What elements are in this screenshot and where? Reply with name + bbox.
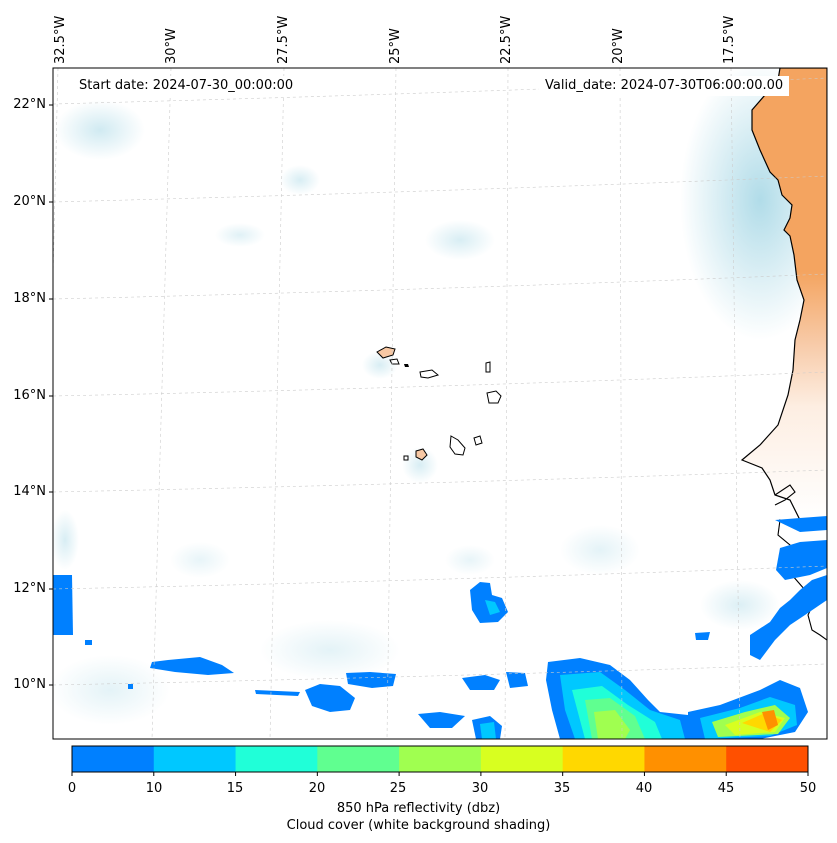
lat-label: 10°N bbox=[13, 677, 46, 692]
colorbar bbox=[71, 745, 809, 776]
colorbar-tick-label: 45 bbox=[717, 781, 735, 796]
cloud-patch bbox=[215, 223, 265, 247]
lon-label: 22.5°W bbox=[499, 15, 514, 64]
reflectivity-cell bbox=[128, 684, 133, 689]
reflectivity-cell bbox=[750, 575, 827, 660]
colorbar-segment bbox=[480, 746, 564, 772]
reflectivity-cell bbox=[346, 672, 396, 688]
cloud-patch bbox=[362, 351, 398, 379]
cloud-patch bbox=[55, 100, 145, 160]
island-boa-vista bbox=[486, 390, 502, 404]
lat-label: 22°N bbox=[13, 97, 46, 112]
cloud-patch bbox=[560, 525, 640, 575]
graticule bbox=[53, 68, 827, 739]
reflectivity-cell bbox=[305, 684, 355, 712]
reflectivity-cell bbox=[480, 722, 496, 739]
reflectivity-cell bbox=[485, 600, 500, 615]
cape-verde-islands bbox=[376, 346, 502, 461]
reflectivity-cell bbox=[255, 690, 300, 696]
colorbar-segment bbox=[399, 746, 482, 772]
colorbar-sublabel: Cloud cover (white background shading) bbox=[286, 818, 551, 833]
map-frame bbox=[52, 67, 828, 740]
island-santa-luzia bbox=[404, 364, 409, 367]
island-sal bbox=[485, 361, 491, 373]
colorbar-tick-label: 25 bbox=[389, 781, 407, 796]
coastline-gambia bbox=[774, 484, 796, 506]
reflectivity-cell bbox=[418, 712, 465, 728]
colorbar-frame bbox=[71, 745, 809, 773]
reflectivity-cell bbox=[506, 672, 528, 688]
cloud-patch bbox=[53, 655, 170, 725]
colorbar-segment bbox=[72, 746, 155, 772]
island-santo-antao bbox=[376, 346, 396, 359]
colorbar-segment bbox=[562, 746, 645, 772]
lat-label: 18°N bbox=[13, 291, 46, 306]
start-date-label: Start date: 2024-07-30_00:00:00 bbox=[73, 76, 300, 96]
lon-label: 17.5°W bbox=[722, 15, 737, 64]
island-sao-vicente bbox=[389, 358, 400, 365]
colorbar-segment bbox=[644, 746, 727, 772]
colorbar-segment bbox=[317, 746, 400, 772]
map-content bbox=[53, 68, 827, 739]
colorbar-label: 850 hPa reflectivity (dbz) bbox=[336, 801, 501, 816]
cloud-patch bbox=[700, 580, 780, 630]
lat-ticks bbox=[49, 104, 53, 686]
cloud-patch bbox=[402, 447, 438, 483]
colorbar-tick-label: 20 bbox=[308, 781, 326, 796]
island-fogo bbox=[415, 448, 428, 461]
colorbar-tick-label: 35 bbox=[553, 781, 571, 796]
colorbar-segment bbox=[153, 746, 237, 772]
cloud-patch bbox=[425, 220, 495, 260]
lon-label: 20°W bbox=[611, 28, 626, 64]
colorbar-segment bbox=[726, 746, 809, 772]
reflectivity-cell bbox=[776, 540, 827, 580]
reflectivity-cell bbox=[775, 516, 827, 532]
island-sao-nicolau bbox=[419, 369, 440, 379]
reflectivity-cell bbox=[695, 632, 710, 640]
lat-label: 16°N bbox=[13, 388, 46, 403]
colorbar-tick-label: 15 bbox=[226, 781, 244, 796]
lat-label: 14°N bbox=[13, 484, 46, 499]
colorbar-segment bbox=[235, 746, 318, 772]
reflectivity-cell bbox=[762, 710, 778, 730]
cloud-patch bbox=[53, 510, 79, 570]
reflectivity-cell bbox=[53, 575, 73, 635]
colorbar-tick-label: 10 bbox=[145, 781, 163, 796]
cloud-patch bbox=[445, 545, 495, 575]
reflectivity-cell bbox=[150, 657, 234, 675]
colorbar-tick-label: 40 bbox=[635, 781, 653, 796]
cloud-patch bbox=[260, 620, 400, 680]
lon-label: 27.5°W bbox=[276, 15, 291, 64]
lat-label: 20°N bbox=[13, 194, 46, 209]
island-maio bbox=[473, 435, 483, 446]
reflectivity-cell bbox=[594, 710, 630, 739]
island-santiago bbox=[449, 435, 466, 456]
colorbar-tick-label: 0 bbox=[67, 781, 77, 796]
lon-label: 25°W bbox=[388, 28, 403, 64]
lon-label: 32.5°W bbox=[53, 15, 68, 64]
lat-label: 12°N bbox=[13, 581, 46, 596]
reflectivity-cell bbox=[85, 640, 92, 645]
colorbar-tick-label: 30 bbox=[471, 781, 489, 796]
valid-date-label: Valid_date: 2024-07-30T06:00:00.00 bbox=[539, 76, 790, 96]
colorbar-tick-label: 50 bbox=[799, 781, 817, 796]
cloud-cover-layer bbox=[53, 68, 827, 725]
cloud-patch bbox=[280, 165, 320, 195]
reflectivity-cell bbox=[462, 675, 500, 690]
lon-label: 30°W bbox=[164, 28, 179, 64]
cloud-patch bbox=[170, 542, 230, 578]
island-brava bbox=[403, 455, 409, 461]
